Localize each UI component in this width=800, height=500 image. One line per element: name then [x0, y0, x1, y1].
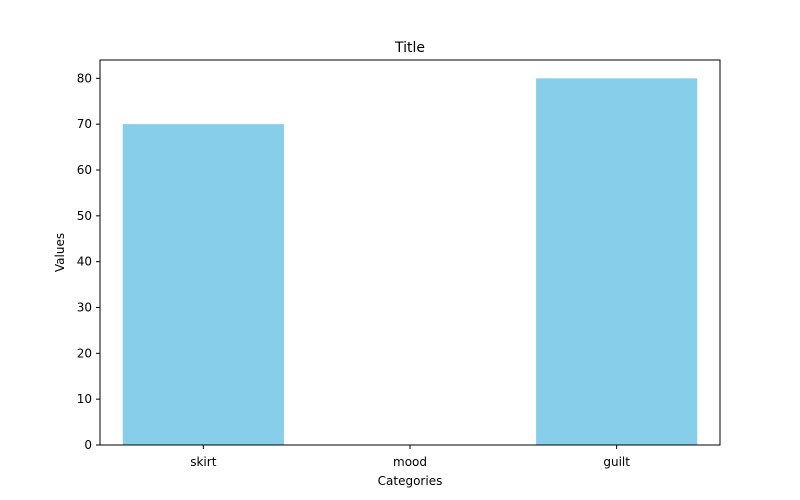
y-tick-label: 0: [84, 438, 92, 452]
y-axis-ticks: 0 10 20 30 40 50 60 70 80: [77, 71, 100, 452]
x-axis-ticks: skirt mood guilt: [190, 445, 630, 469]
y-tick-label: 40: [77, 255, 92, 269]
bar-guilt: [536, 78, 698, 445]
y-tick-label: 30: [77, 301, 92, 315]
x-axis-label: Categories: [378, 474, 443, 488]
x-tick-label: guilt: [603, 455, 630, 469]
x-tick-label: mood: [393, 455, 427, 469]
y-tick-label: 20: [77, 346, 92, 360]
bar-skirt: [122, 124, 284, 446]
x-tick-label: skirt: [190, 455, 216, 469]
y-axis-label: Values: [53, 233, 67, 272]
y-tick-label: 10: [77, 392, 92, 406]
chart-title: Title: [394, 40, 425, 56]
y-tick-label: 80: [77, 71, 92, 85]
y-tick-label: 60: [77, 163, 92, 177]
y-tick-label: 70: [77, 117, 92, 131]
y-tick-label: 50: [77, 209, 92, 223]
plot-frame: [99, 59, 721, 446]
bars-group: [122, 78, 698, 446]
